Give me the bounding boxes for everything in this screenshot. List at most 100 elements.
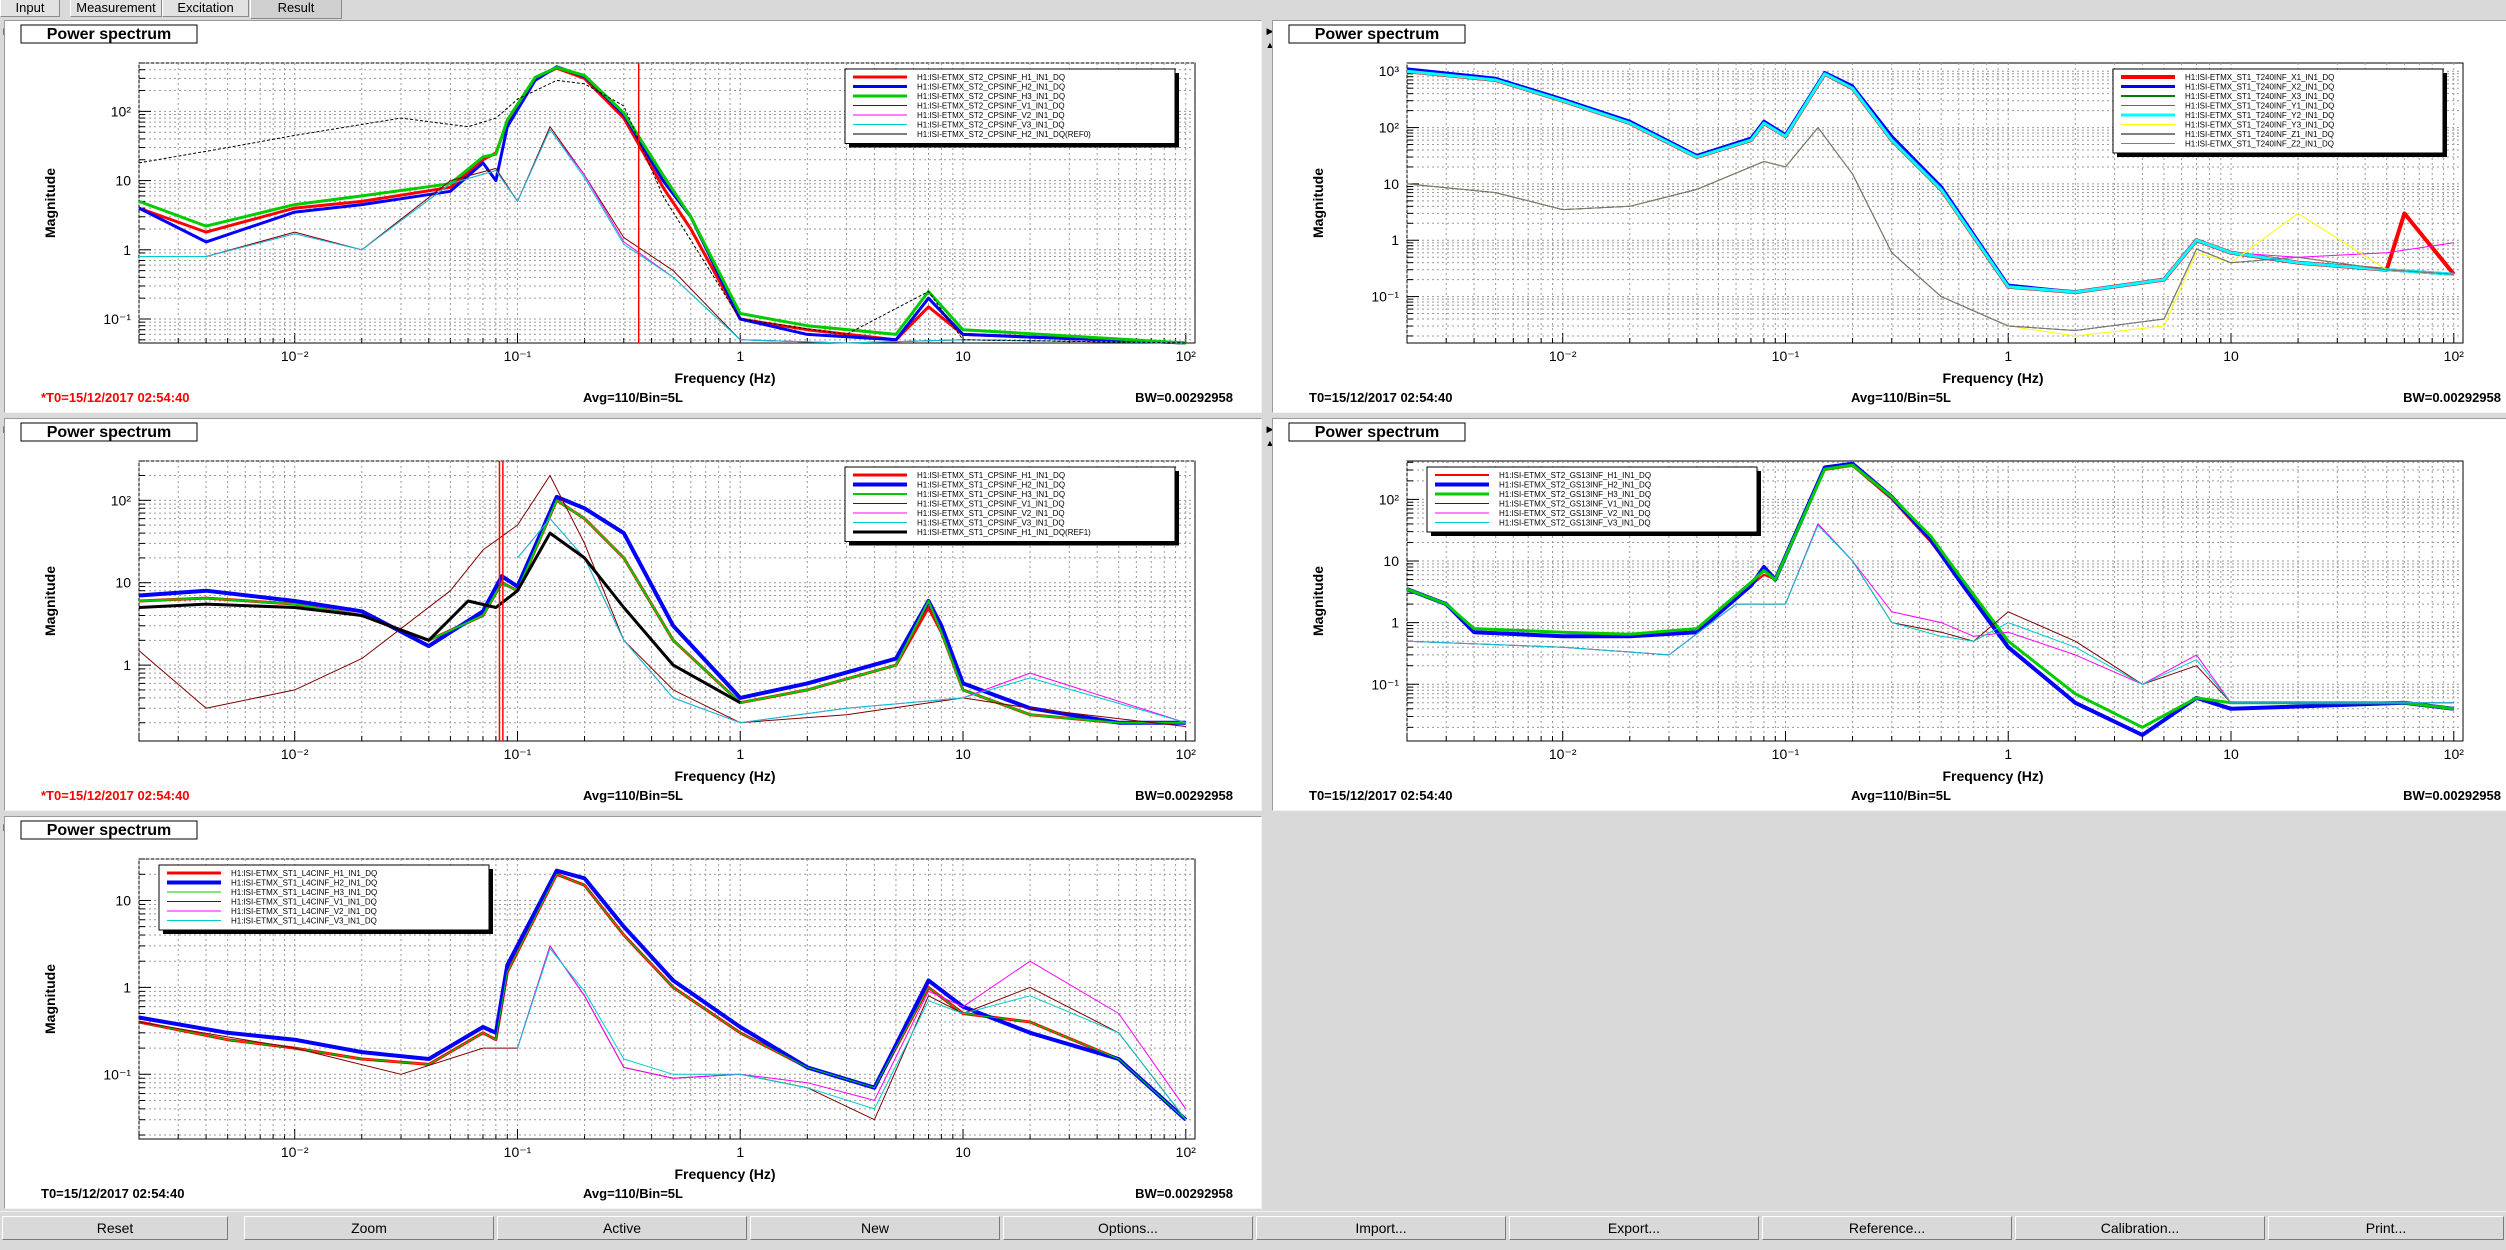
y-axis-label: Magnitude — [1310, 168, 1326, 238]
chart-svg: Power spectrum 10⁻² 10⁻¹ 1 10 10² 10⁻¹ 1 10 10² Fr… — [20, 24, 1233, 405]
legend-entry: H1:ISI-ETMX_ST1_L4CINF_V2_IN1_DQ — [231, 907, 377, 916]
empty-plot-area — [1262, 816, 2506, 1211]
legend-entry: H1:ISI-ETMX_ST2_CPSINF_V2_IN1_DQ — [917, 111, 1065, 120]
legend-entry: H1:ISI-ETMX_ST2_CPSINF_V1_IN1_DQ — [917, 102, 1065, 111]
title-box — [20, 24, 198, 44]
plot-panel-1[interactable]: Power spectrum 10⁻² 10⁻¹ 1 10 10² 10⁻¹ 1 10 10² Fr… — [4, 20, 1262, 413]
legend-entry: H1:ISI-ETMX_ST2_CPSINF_H3_IN1_DQ — [917, 92, 1065, 101]
active-button[interactable]: Active — [497, 1216, 747, 1240]
legend-entry: H1:ISI-ETMX_ST2_GS13INF_H1_IN1_DQ — [1499, 471, 1651, 480]
series-line — [138, 79, 1186, 344]
title-box — [20, 820, 198, 840]
y-tick-label: 1 — [123, 657, 131, 673]
title-box — [1288, 24, 1466, 44]
footer-bw: BW=0.00292958 — [1135, 390, 1233, 405]
footer-t0: T0=15/12/2017 02:54:40 — [1309, 390, 1452, 405]
new-button[interactable]: New — [750, 1216, 1000, 1240]
tab-excitation[interactable]: Excitation — [162, 0, 249, 17]
legend-entry: H1:ISI-ETMX_ST2_GS13INF_V2_IN1_DQ — [1499, 509, 1651, 518]
legend-entry: H1:ISI-ETMX_ST1_T240INF_Z1_IN1_DQ — [2185, 130, 2334, 139]
series-line — [138, 873, 1187, 1121]
y-tick-label: 10 — [1383, 553, 1399, 569]
legend-box — [2112, 68, 2444, 154]
tab-bar: Input Measurement Excitation Result — [0, 0, 2506, 20]
footer-avg: Avg=110/Bin=5L — [1851, 390, 1951, 405]
x-tick-label: 10² — [1176, 348, 1197, 364]
x-tick-label: 10² — [2444, 746, 2465, 762]
x-tick-label: 10⁻¹ — [504, 746, 532, 762]
x-tick-label: 10² — [1176, 1144, 1197, 1160]
legend-box — [844, 466, 1176, 542]
reference-button[interactable]: Reference... — [1762, 1216, 2012, 1240]
series-line — [139, 128, 1186, 344]
chart-svg: Power spectrum 10⁻² 10⁻¹ 1 10 10² 10⁻¹ 1 10 10² 10… — [1288, 24, 2501, 405]
y-tick-label: 10⁻¹ — [1371, 289, 1399, 305]
chart-svg: Power spectrum 10⁻² 10⁻¹ 1 10 10² 1 10 10² Freque… — [20, 422, 1233, 803]
title-box — [20, 422, 198, 442]
chart-title: Power spectrum — [47, 822, 171, 839]
footer-avg: Avg=110/Bin=5L — [583, 1186, 683, 1201]
tab-result[interactable]: Result — [250, 0, 342, 19]
legend-entry: H1:ISI-ETMX_ST1_CPSINF_H3_IN1_DQ — [917, 490, 1065, 499]
title-box — [1288, 422, 1466, 442]
plot-panel-2[interactable]: Power spectrum 10⁻² 10⁻¹ 1 10 10² 10⁻¹ 1 10 10² 10… — [1272, 20, 2506, 413]
plot-panel-4[interactable]: Power spectrum 10⁻² 10⁻¹ 1 10 10² 10⁻¹ 1 10 10² Fr… — [1272, 418, 2506, 811]
y-axis-label: Magnitude — [42, 168, 58, 238]
footer-avg: Avg=110/Bin=5L — [583, 390, 683, 405]
arrow-right-icon[interactable]: ▶ — [1266, 424, 1274, 434]
legend-entry: H1:ISI-ETMX_ST1_CPSINF_H1_IN1_DQ — [917, 471, 1065, 480]
x-tick-label: 10⁻¹ — [504, 348, 532, 364]
arrow-right-icon[interactable]: ▶ — [1266, 26, 1274, 36]
x-tick-label: 1 — [736, 746, 744, 762]
x-tick-label: 10² — [2444, 348, 2465, 364]
footer-bw: BW=0.00292958 — [1135, 788, 1233, 803]
options-button[interactable]: Options... — [1003, 1216, 1253, 1240]
y-tick-label: 1 — [123, 979, 131, 995]
x-tick-label: 10⁻² — [1549, 348, 1577, 364]
series-line — [517, 948, 1187, 1121]
legend-entry: H1:ISI-ETMX_ST1_L4CINF_H1_IN1_DQ — [231, 869, 377, 878]
import-button[interactable]: Import... — [1256, 1216, 1506, 1240]
legend-entry: H1:ISI-ETMX_ST1_CPSINF_H2_IN1_DQ — [917, 481, 1065, 490]
reset-button[interactable]: Reset — [2, 1216, 228, 1240]
series-line — [1406, 463, 2454, 729]
calibration-button[interactable]: Calibration... — [2015, 1216, 2265, 1240]
x-tick-label: 10 — [955, 348, 971, 364]
y-tick-label: 10⁻¹ — [1371, 676, 1399, 692]
legend-entry: H1:ISI-ETMX_ST2_CPSINF_V3_IN1_DQ — [917, 121, 1065, 130]
x-tick-label: 1 — [736, 1144, 744, 1160]
footer-bw: BW=0.00292958 — [2403, 390, 2501, 405]
legend-entry: H1:ISI-ETMX_ST2_GS13INF_V1_IN1_DQ — [1499, 500, 1651, 509]
x-tick-label: 10 — [2223, 746, 2239, 762]
legend-entry: H1:ISI-ETMX_ST1_L4CINF_V1_IN1_DQ — [231, 898, 377, 907]
series-line — [138, 475, 1186, 727]
y-tick-label: 10³ — [1379, 63, 1400, 79]
legend-box — [158, 864, 490, 931]
export-button[interactable]: Export... — [1509, 1216, 1759, 1240]
y-tick-label: 1 — [1391, 232, 1399, 248]
y-tick-label: 10 — [115, 575, 131, 591]
series-line — [517, 518, 1186, 724]
y-tick-label: 10 — [115, 173, 131, 189]
panel-4-scroll-arrows[interactable]: ▶ ▲ — [1263, 422, 1279, 462]
tab-input[interactable]: Input — [0, 0, 60, 17]
plot-panel-3[interactable]: Power spectrum 10⁻² 10⁻¹ 1 10 10² 1 10 10² Freque… — [4, 418, 1262, 811]
legend-entry: H1:ISI-ETMX_ST1_CPSINF_H1_IN1_DQ(REF1) — [917, 528, 1091, 537]
y-tick-label: 10⁻¹ — [103, 311, 131, 327]
plot-panel-5[interactable]: Power spectrum 10⁻² 10⁻¹ 1 10 10² 10⁻¹ 1 10 Frequ… — [4, 816, 1262, 1209]
legend-entry: H1:ISI-ETMX_ST1_T240INF_X2_IN1_DQ — [2185, 83, 2334, 92]
legend-entry: H1:ISI-ETMX_ST2_CPSINF_H2_IN1_DQ(REF0) — [917, 130, 1091, 139]
legend-entry: H1:ISI-ETMX_ST1_T240INF_Y3_IN1_DQ — [2185, 121, 2334, 130]
tab-measurement[interactable]: Measurement — [70, 0, 162, 17]
print-button[interactable]: Print... — [2268, 1216, 2504, 1240]
footer-t0: *T0=15/12/2017 02:54:40 — [41, 788, 190, 803]
x-axis-label: Frequency (Hz) — [1942, 768, 2043, 784]
x-tick-label: 10 — [955, 1144, 971, 1160]
arrow-up-icon[interactable]: ▲ — [1265, 438, 1275, 448]
panel-2-scroll-arrows[interactable]: ▶ ▲ — [1263, 24, 1279, 64]
legend-entry: H1:ISI-ETMX_ST1_CPSINF_V2_IN1_DQ — [917, 509, 1065, 518]
x-tick-label: 10 — [2223, 348, 2239, 364]
legend-entry: H1:ISI-ETMX_ST1_L4CINF_V3_IN1_DQ — [231, 917, 377, 926]
arrow-up-icon[interactable]: ▲ — [1265, 40, 1275, 50]
zoom-button[interactable]: Zoom — [244, 1216, 494, 1240]
